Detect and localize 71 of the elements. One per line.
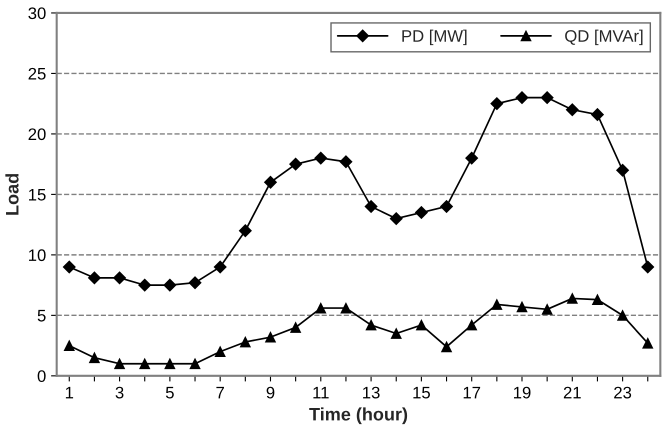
legend-label: QD [MVAr] bbox=[565, 30, 642, 46]
x-tick-label: 21 bbox=[564, 386, 581, 398]
y-tick-label: 10 bbox=[29, 249, 46, 262]
point bbox=[138, 278, 152, 292]
x-tick-label: 3 bbox=[116, 386, 124, 398]
point bbox=[240, 336, 251, 348]
x-axis-title: Time (hour) bbox=[309, 407, 408, 424]
y-tick-label: 15 bbox=[29, 188, 46, 201]
x-tick-label: 17 bbox=[464, 386, 480, 398]
x-tick-label: 23 bbox=[614, 386, 632, 398]
point bbox=[290, 322, 302, 333]
x-tick-label: 9 bbox=[266, 386, 274, 398]
point bbox=[466, 320, 478, 330]
legend-label: PD [MW] bbox=[402, 30, 466, 46]
point bbox=[238, 224, 252, 238]
point bbox=[62, 260, 76, 274]
point bbox=[340, 155, 352, 168]
x-tick-label: 11 bbox=[313, 386, 329, 398]
point bbox=[265, 332, 276, 343]
point bbox=[139, 358, 150, 370]
point bbox=[641, 260, 654, 274]
point bbox=[113, 271, 126, 284]
point bbox=[542, 304, 553, 315]
point bbox=[114, 358, 125, 370]
point bbox=[617, 310, 628, 321]
point bbox=[214, 260, 227, 274]
point bbox=[89, 352, 100, 364]
point bbox=[390, 212, 403, 226]
point bbox=[642, 338, 654, 349]
x-tick-label: 19 bbox=[514, 386, 530, 398]
y-axis-title: Load bbox=[5, 174, 19, 215]
point bbox=[88, 271, 101, 284]
point bbox=[190, 358, 200, 370]
point bbox=[490, 97, 504, 110]
x-tick-label: 13 bbox=[363, 386, 380, 398]
point bbox=[591, 108, 604, 121]
y-tick-label: 30 bbox=[28, 7, 46, 20]
point bbox=[540, 91, 554, 104]
point bbox=[616, 164, 630, 177]
point bbox=[516, 302, 528, 312]
point bbox=[289, 158, 302, 171]
point bbox=[491, 299, 502, 310]
point bbox=[414, 206, 428, 219]
point bbox=[264, 176, 277, 189]
point bbox=[566, 103, 579, 116]
x-tick-label: 15 bbox=[413, 386, 430, 398]
point bbox=[214, 346, 226, 358]
point bbox=[441, 341, 452, 352]
point bbox=[315, 302, 326, 314]
point bbox=[465, 152, 478, 165]
point bbox=[366, 320, 376, 330]
point bbox=[164, 358, 176, 370]
point bbox=[516, 91, 528, 104]
y-tick-label: 0 bbox=[38, 370, 46, 382]
point bbox=[163, 278, 176, 292]
x-tick-label: 7 bbox=[216, 386, 224, 398]
point bbox=[566, 293, 578, 304]
x-tick-label: 5 bbox=[166, 386, 174, 398]
point bbox=[340, 302, 352, 314]
y-tick-label: 20 bbox=[28, 128, 46, 140]
y-tick-label: 25 bbox=[28, 68, 46, 80]
y-tick-label: 5 bbox=[38, 310, 46, 322]
point bbox=[188, 276, 202, 290]
point bbox=[364, 200, 378, 213]
x-tick-label: 1 bbox=[66, 386, 74, 398]
point bbox=[64, 340, 75, 351]
point bbox=[416, 320, 427, 330]
point bbox=[390, 328, 402, 339]
point bbox=[592, 294, 603, 306]
point bbox=[440, 200, 453, 213]
point bbox=[314, 152, 328, 165]
